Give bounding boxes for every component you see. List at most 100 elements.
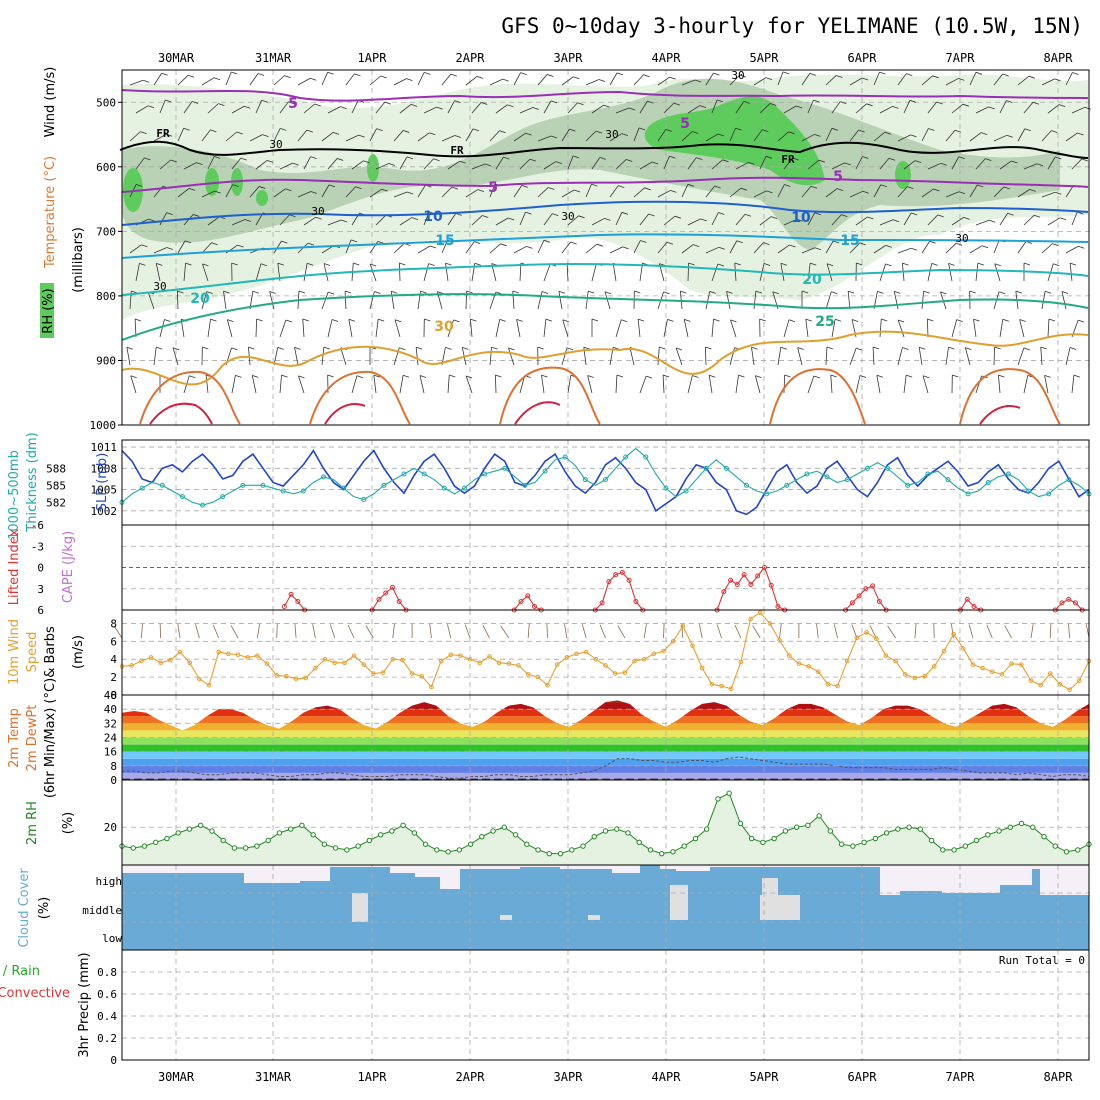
wind10m-point-66 — [757, 610, 763, 615]
li-point-108 — [849, 600, 855, 606]
wind-barb-88 — [231, 105, 245, 114]
wind-barb-25 — [424, 72, 431, 75]
wind10m-point-23 — [342, 660, 347, 666]
wind10m-point-52 — [622, 670, 628, 675]
temp-band-8 — [122, 716, 1089, 724]
wind-barb-753 — [516, 318, 523, 322]
wind-barb-236 — [1041, 130, 1052, 142]
wind-barb-85 — [191, 101, 199, 104]
rh2m-point-33 — [490, 828, 496, 834]
cloud-panel: high middle low Cloud Cover (%) — [17, 864, 1090, 951]
wind10m-point-57 — [670, 639, 676, 644]
wind-barb-50 — [729, 74, 741, 86]
wind-barb-835 — [537, 346, 544, 350]
wind-barb-493 — [281, 240, 288, 244]
wind-barb-121 — [628, 107, 636, 111]
wind10m-point-92 — [1009, 661, 1014, 666]
wind-barb-844 — [657, 347, 660, 366]
wind-barb-335 — [310, 191, 318, 194]
wind10m-point-96 — [1048, 671, 1053, 676]
wind10m-point-8 — [197, 676, 202, 682]
ylabel-thickness-2: Thickness (dm) — [25, 432, 40, 532]
cloud-clear-bars — [122, 865, 1089, 922]
wind-barb-689 — [709, 291, 716, 294]
wind10m-barb-0 — [113, 625, 123, 639]
wind-barb-544 — [897, 247, 912, 254]
wind-barb-396 — [1041, 191, 1056, 198]
wind-barb-825 — [415, 346, 423, 350]
wind-barb-117 — [577, 102, 584, 106]
wind-barb-528 — [705, 246, 719, 254]
temp-tick-3: 24 — [104, 732, 118, 745]
wind-barb-238 — [1065, 132, 1078, 142]
wind-barb-899 — [356, 375, 364, 379]
wind-barb-201 — [621, 133, 628, 136]
wind-barb-144 — [903, 100, 911, 114]
cape-panel: -6 -3 0 3 6 Lifted Index CAPE (J/kg) — [7, 519, 1090, 617]
wind-barb-53 — [765, 77, 772, 80]
wind-barb-653 — [269, 291, 276, 294]
wind-barb-286 — [687, 157, 697, 170]
wind-barb-910 — [494, 374, 497, 394]
wind10m-barb-74 — [833, 624, 838, 639]
cloud-clear-high-17 — [942, 865, 1000, 893]
wind-barb-285 — [669, 155, 676, 159]
ylabel-rh: RH (%) — [41, 288, 56, 333]
rh2m-point-65 — [850, 843, 856, 849]
cloud-tick-1: middle — [82, 904, 122, 917]
dewpoint-line — [122, 756, 1090, 779]
wind-barb-180 — [369, 128, 377, 142]
thickness-point-40 — [522, 482, 528, 488]
wind10m-barb-94 — [1030, 624, 1034, 639]
wind-barb-618 — [826, 263, 833, 282]
cloud-clear-high-11 — [660, 865, 676, 869]
wind-barb-727 — [210, 318, 217, 322]
wind-barb-907 — [449, 374, 456, 378]
rh2m-point-83 — [1052, 843, 1058, 849]
wind-barb-584 — [423, 263, 430, 282]
wind-barb-918 — [587, 375, 593, 394]
wind-barb-598 — [591, 263, 597, 282]
wind-barb-33 — [520, 72, 527, 76]
wind10m-point-69 — [786, 653, 792, 658]
wind-barb-755 — [545, 318, 553, 322]
wind-barb-659 — [344, 290, 352, 294]
wind-barb-785 — [898, 319, 905, 323]
wind-barb-258 — [351, 160, 364, 170]
wind-barb-8 — [225, 71, 232, 86]
rh2m-point-59 — [782, 828, 789, 834]
temperature-label-4: 10 — [423, 209, 443, 225]
rh2m-point-50 — [681, 843, 687, 849]
li-point-109 — [856, 593, 862, 599]
wind-barb-70 — [969, 72, 977, 86]
wind-barb-865 — [902, 347, 909, 350]
wind-barb-953 — [998, 374, 1005, 378]
wind-barb-43 — [643, 74, 650, 78]
wind10m-barb-10 — [212, 624, 220, 639]
wind-barb-314 — [1023, 163, 1038, 170]
wind-barb-162 — [153, 133, 167, 142]
wind-barb-209 — [717, 133, 725, 137]
wind-barb-573 — [277, 262, 284, 266]
wind-barb-29 — [476, 76, 484, 79]
isotherm-10 — [121, 200, 1089, 226]
wind-barb-442 — [639, 213, 649, 226]
rh2m-axis: 20 — [104, 821, 117, 834]
wind-barb-777 — [805, 318, 812, 322]
wind-barb-304 — [903, 160, 916, 170]
rh2m-point-16 — [299, 822, 305, 829]
wind-barb-891 — [252, 375, 259, 378]
wind-barb-800 — [126, 347, 131, 366]
wind-barb-439 — [604, 218, 611, 221]
wind-barb-767 — [684, 319, 691, 322]
wind-barb-478 — [1071, 211, 1078, 226]
rh2m-point-52 — [703, 826, 710, 832]
wind10m-point-98 — [1067, 687, 1072, 692]
wind-barb-922 — [639, 375, 647, 394]
wind10m-barb-48 — [581, 624, 587, 639]
date-bottom-7: 6APR — [848, 1070, 878, 1084]
li-point-126 — [971, 603, 977, 609]
rh2m-point-28 — [434, 847, 440, 853]
wind-barb-575 — [306, 262, 314, 266]
wind-barb-11 — [257, 73, 265, 76]
